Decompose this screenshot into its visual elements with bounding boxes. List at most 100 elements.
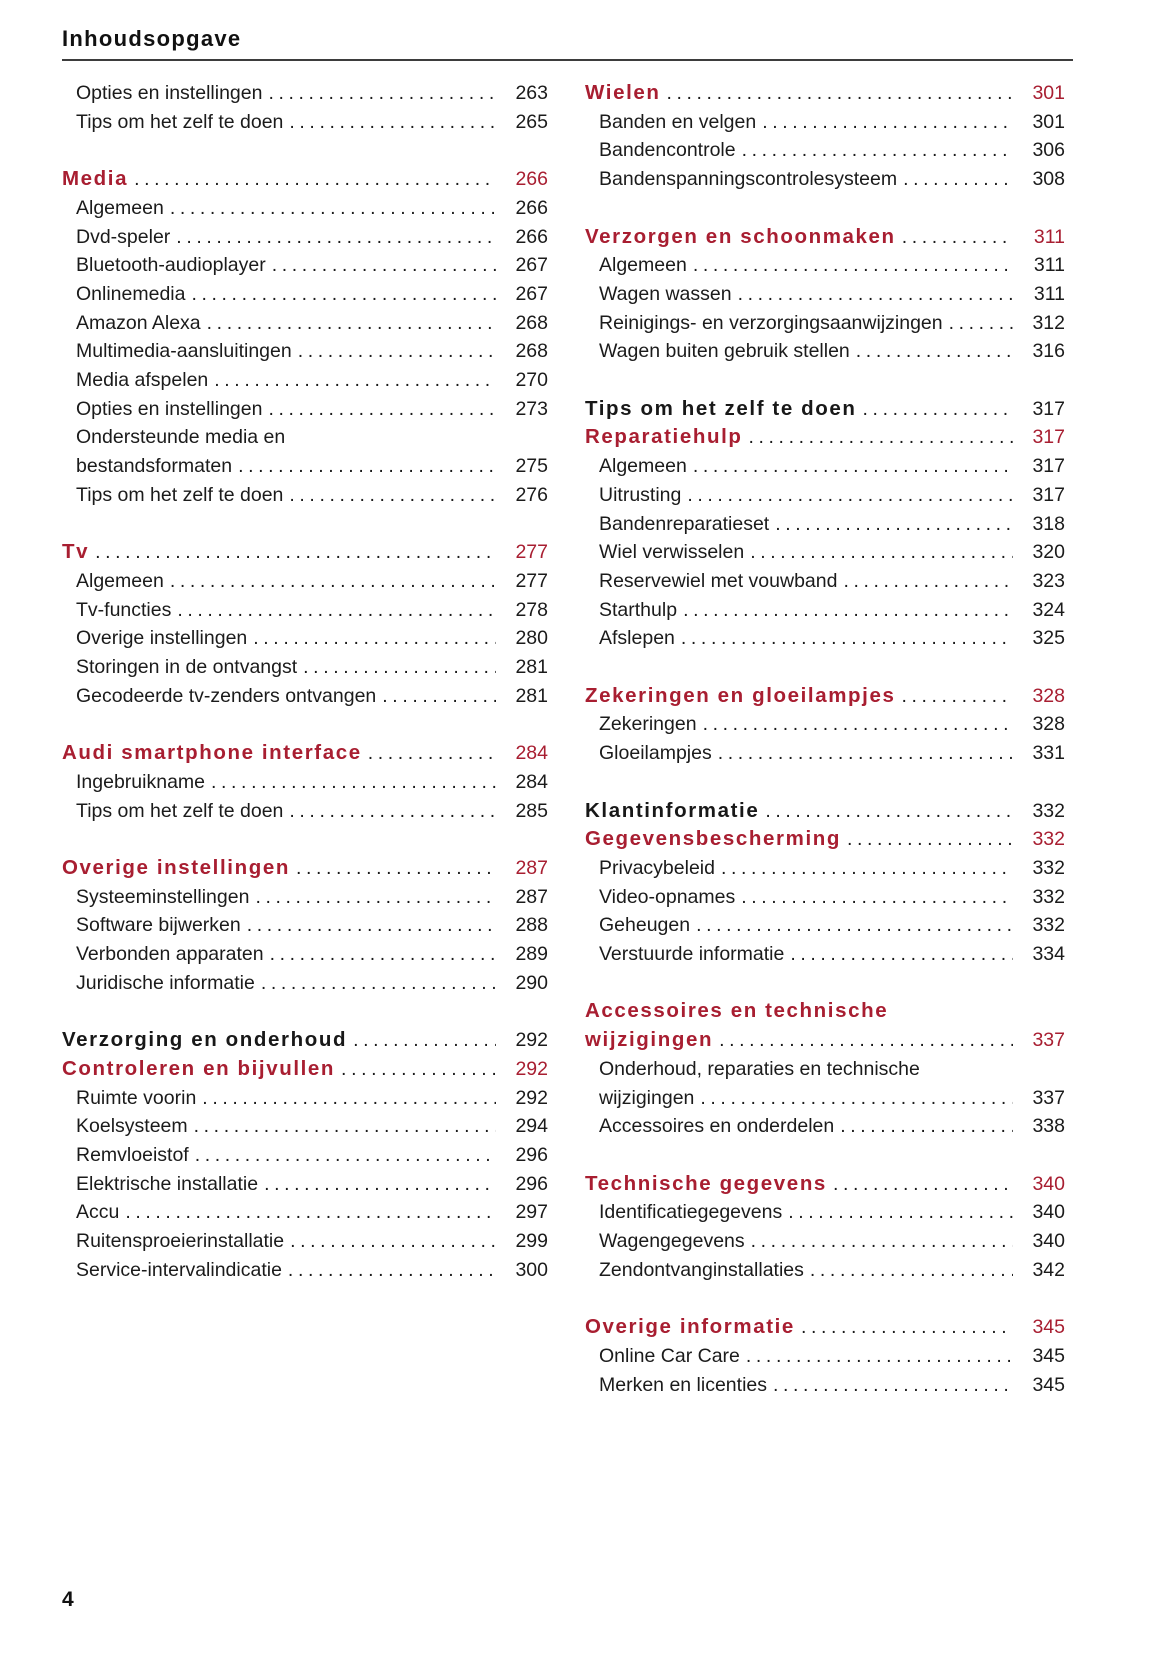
toc-row: Afslepen 325 [585,624,1065,653]
page-number: 275 [515,455,548,478]
toc-row: Bandenreparatieset 318 [585,510,1065,539]
page-number: 301 [1032,82,1065,104]
toc-entry-label: Algemeen [599,455,687,478]
toc-block: Technische gegevens340Identificatiegegev… [585,1170,1065,1285]
dot-leader [268,79,496,108]
dot-leader [721,854,1013,883]
page-number: 299 [515,1230,548,1253]
dot-leader [255,883,496,912]
toc-entry-label: Algemeen [76,196,164,219]
page-number: 268 [515,311,548,334]
page-number: 332 [1032,856,1065,879]
dot-leader [666,79,1013,108]
toc-entry-label: Opties en instellingen [76,397,263,420]
toc-row: Gegevensbescherming 332 [585,825,1065,854]
dot-leader [790,940,1013,969]
page-number: 325 [1032,627,1065,650]
toc-entry-label: Wagengegevens [599,1230,745,1253]
dot-leader [687,481,1013,510]
page-number: 300 [515,1258,548,1281]
toc-entry-label: Overige instellingen [62,855,290,879]
toc-row: Verzorgen en schoonmaken 311 [585,223,1065,252]
dot-leader [773,1371,1013,1400]
toc-entry-label: Accessoires en technische [585,999,889,1023]
dot-leader [902,223,1013,252]
toc-block: Verzorging en onderhoud292Controleren en… [62,1026,548,1284]
toc-entry-label: Reinigings- en verzorgingsaanwijzingen [599,311,943,334]
toc-block: Overige informatie345Online Car Care345M… [585,1313,1065,1399]
dot-leader [272,251,496,280]
toc-block: Zekeringen en gloeilampjes 328 Zekeringen 3… [585,682,1065,768]
toc-row: Merken en licenties 345 [585,1371,1065,1400]
toc-row: Online Car Care 345 [585,1342,1065,1371]
toc-entry-label: Online Car Care [599,1344,740,1367]
toc-row: Privacybeleid 332 [585,854,1065,883]
dot-leader [833,1170,1013,1199]
page-number: 320 [1032,541,1065,564]
toc-entry-label: Tips om het zelf te doen [585,396,857,420]
dot-leader [270,940,496,969]
dot-leader [847,825,1013,854]
toc-row: Wagen wassen 311 [585,280,1065,309]
toc-entry-label: Algemeen [599,254,687,277]
toc-entry-label: Gegevensbescherming [585,827,841,851]
toc-row: Service-intervalindicatie 300 [62,1256,548,1285]
toc-row: Tips om het zelf te doen 276 [62,481,548,510]
dot-leader [353,1026,496,1055]
toc-row: Klantinformatie 332 [585,797,1065,826]
toc-entry-label: Tips om het zelf te doen [76,483,284,506]
toc-entry-label: Tv-functies [76,598,172,621]
toc-row: Dvd-speler 266 [62,223,548,252]
page-number: 332 [1032,799,1065,822]
dot-leader [810,1256,1013,1285]
dot-leader [191,280,496,309]
toc-row: Ingebruikname 284 [62,768,548,797]
toc-row: Ruimte voorin 292 [62,1084,548,1113]
page-number: 284 [515,770,548,793]
page-number: 277 [515,569,548,592]
toc-entry-label: Bluetooth-audioplayer [76,254,266,277]
dot-leader [788,1198,1013,1227]
toc-block: Media 266 Algemeen 266 Dvd-speler 266 Bluetoot… [62,165,548,509]
toc-entry-label: Tips om het zelf te doen [76,799,284,822]
toc-row: Accu 297 [62,1198,548,1227]
toc-row: Bluetooth-audioplayer 267 [62,251,548,280]
toc-entry-label: Banden en velgen [599,110,757,133]
toc-row: Algemeen 311 [585,251,1065,280]
toc-row: Tips om het zelf te doen 317 [585,395,1065,424]
toc-row: Zekeringen 328 [585,710,1065,739]
toc-entry-label: Verstuurde informatie [599,943,785,966]
page-number: 285 [515,799,548,822]
toc-row: Zendontvanginstallaties 342 [585,1256,1065,1285]
page-number: 294 [515,1115,548,1138]
toc-entry-label: Technische gegevens [585,1171,827,1195]
toc-row: Algemeen 277 [62,567,548,596]
toc-row: Opties en instellingen 273 [62,395,548,424]
page-number: 268 [515,340,548,363]
dot-leader [738,280,1013,309]
page-number: 328 [1032,684,1065,707]
page-number: 342 [1032,1258,1065,1281]
toc-entry-label: bestandsformaten [76,455,233,478]
toc-row: Verzorging en onderhoud 292 [62,1026,548,1055]
page-number: 311 [1033,254,1065,277]
toc-entry-label: Juridische informatie [76,971,255,994]
toc-row: Ondersteunde media en [62,423,548,452]
page-number: 266 [515,225,548,248]
page-number: 317 [1032,455,1065,478]
dot-leader [288,1256,496,1285]
toc-entry-label: Geheugen [599,914,691,937]
dot-leader [949,309,1013,338]
toc-row: wijzigingen 337 [585,1084,1065,1113]
dot-leader [693,251,1013,280]
toc-entry-label: Onderhoud, reparaties en technische [599,1057,920,1080]
dot-leader [194,1112,496,1141]
toc-entry-label: Service-intervalindicatie [76,1258,282,1281]
toc-page: Inhoudsopgave Opties en instellingen 263 T… [62,27,1073,1399]
dot-leader [238,452,496,481]
toc-row: Verstuurde informatie 334 [585,940,1065,969]
page-number: 324 [1032,598,1065,621]
toc-entry-label: Gecodeerde tv-zenders ontvangen [76,684,377,707]
toc-row: Software bijwerken 288 [62,911,548,940]
page-number: 332 [1032,885,1065,908]
